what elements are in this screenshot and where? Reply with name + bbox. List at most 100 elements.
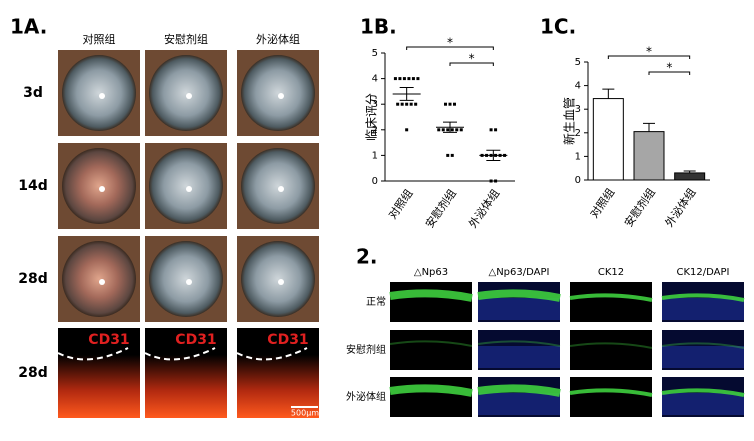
nuclei (662, 298, 744, 320)
significance-label: * (469, 52, 475, 66)
point (450, 128, 454, 132)
row-label: 3d (23, 85, 43, 101)
reflection (99, 279, 105, 285)
point (453, 102, 456, 106)
point (414, 102, 418, 106)
point (489, 179, 493, 183)
border-line (236, 347, 308, 361)
nuclei (662, 393, 744, 415)
point (400, 102, 404, 106)
reflection (99, 93, 105, 99)
row-label: 14d (18, 178, 48, 194)
nuclei (478, 393, 560, 415)
row-label: 28d (18, 271, 48, 287)
panel-label: 1C. (540, 15, 576, 39)
point (402, 77, 406, 81)
bar (674, 172, 706, 181)
panel-label: 2. (356, 245, 378, 269)
significance-bracket (607, 55, 691, 59)
y-tick-label: 4 (372, 74, 378, 85)
epithelium (569, 342, 653, 349)
column-header: 外泌体组 (256, 32, 300, 46)
border-line (57, 347, 129, 361)
stain-label: CD31 (175, 332, 216, 348)
nuclei (478, 298, 560, 320)
reflection (278, 93, 284, 99)
reflection (186, 186, 192, 192)
photo (58, 328, 140, 418)
micrograph (390, 377, 472, 417)
eye (149, 241, 223, 317)
significance-bracket (648, 71, 691, 75)
error-bar (643, 122, 655, 132)
panel-label: 1B. (360, 15, 397, 39)
point (393, 77, 397, 81)
epithelium (569, 388, 653, 397)
row-label: 安慰剂组 (346, 343, 386, 356)
significance-bracket (449, 62, 494, 66)
point (444, 102, 447, 106)
point (450, 153, 454, 157)
point (489, 128, 493, 132)
significance-label: * (666, 61, 672, 75)
epithelium (389, 289, 473, 302)
column-header: 对照组 (83, 32, 116, 46)
point (448, 102, 452, 106)
y-tick-label: 5 (575, 57, 581, 68)
error-bar (399, 87, 414, 101)
column-header: CK12 (598, 267, 624, 278)
point (405, 102, 409, 106)
point (459, 128, 463, 132)
eye (241, 241, 315, 317)
eye (149, 55, 223, 131)
error-bar (683, 170, 696, 173)
point (437, 128, 441, 132)
eye (241, 55, 315, 131)
x-tick-label: 安慰剂组 (621, 185, 658, 229)
point (409, 102, 413, 106)
border-line (144, 347, 216, 361)
point (407, 77, 411, 81)
epithelium (477, 340, 561, 347)
y-tick-label: 1 (372, 150, 378, 161)
reflection (186, 93, 192, 99)
x-tick-label: 安慰剂组 (422, 186, 459, 230)
photo (145, 328, 227, 418)
point (446, 128, 450, 132)
column-header: △Np63 (414, 267, 448, 278)
epithelium (477, 289, 561, 302)
nuclei (478, 346, 560, 368)
photo (237, 328, 319, 418)
eye (62, 148, 136, 224)
y-tick-label: 0 (372, 176, 378, 187)
reflection (278, 279, 284, 285)
nuclei (662, 346, 744, 368)
point (411, 77, 415, 81)
bar (592, 98, 624, 181)
epithelium (389, 340, 473, 347)
point (455, 128, 459, 132)
epithelium (661, 342, 745, 349)
micrograph (570, 330, 652, 370)
x-tick-label: 外泌体组 (662, 185, 699, 229)
row-label: 外泌体组 (346, 390, 386, 403)
row-label: 28d (18, 365, 48, 381)
error-bar (602, 88, 615, 99)
x-tick-label: 外泌体组 (466, 186, 503, 230)
reflection (99, 186, 105, 192)
scale-label: 500μm (291, 409, 319, 418)
y-axis-label: 临床评分 (365, 93, 379, 141)
reflection (278, 186, 284, 192)
y-tick-label: 1 (575, 151, 581, 162)
significance-label: * (646, 45, 652, 59)
stain-label: CD31 (267, 332, 308, 348)
panel-label: 1A. (10, 15, 47, 39)
point (405, 128, 409, 132)
y-tick-label: 5 (372, 48, 378, 59)
eye (149, 148, 223, 224)
micrograph (570, 282, 652, 322)
y-tick-label: 2 (372, 125, 378, 136)
column-header: 安慰剂组 (164, 32, 208, 46)
eye (241, 148, 315, 224)
